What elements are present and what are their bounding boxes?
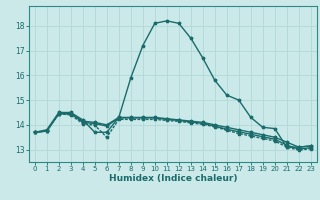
X-axis label: Humidex (Indice chaleur): Humidex (Indice chaleur) [108, 174, 237, 183]
